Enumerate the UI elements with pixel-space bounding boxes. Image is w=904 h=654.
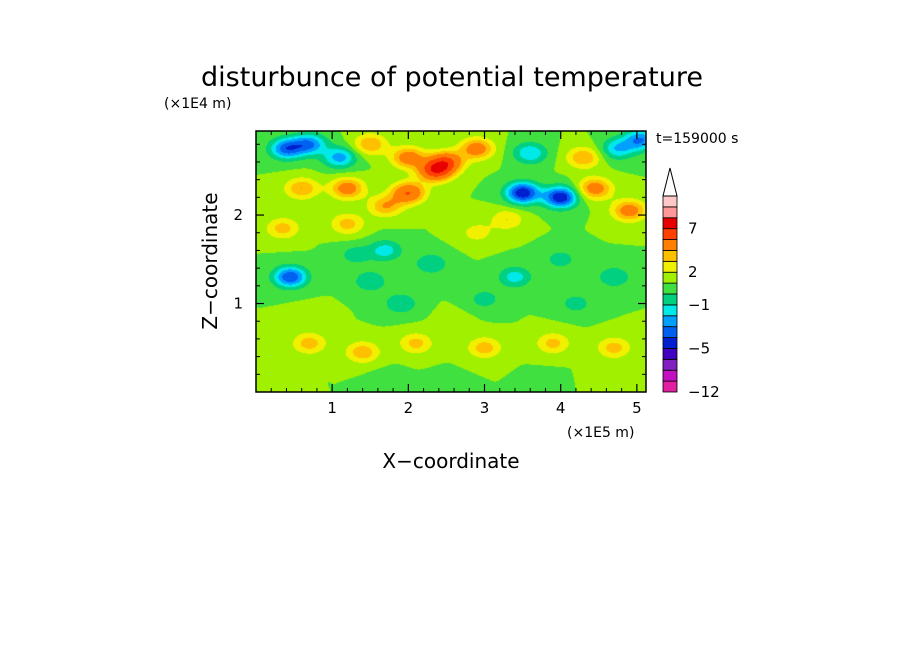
x-axis-label: X−coordinate: [382, 449, 519, 473]
colorbar-swatch: [662, 326, 678, 338]
colorbar-swatch: [662, 250, 678, 262]
colorbar-tick-label: 7: [688, 220, 698, 238]
colorbar-swatch: [662, 239, 678, 251]
colorbar-swatch: [662, 228, 678, 240]
colorbar-swatch: [662, 337, 678, 349]
colorbar-swatch: [662, 369, 678, 382]
colorbar-swatch: [662, 195, 678, 208]
y-unit-label: (×1E4 m): [164, 96, 231, 112]
x-tick-label: 2: [404, 399, 414, 417]
y-tick-label: 1: [233, 295, 243, 313]
x-tick-label: 4: [556, 399, 566, 417]
plot-frame: [255, 130, 647, 393]
contour-field: [256, 131, 646, 392]
colorbar-swatch: [662, 217, 678, 230]
colorbar-extend-arrow: [662, 167, 678, 197]
x-tick-label: 5: [632, 399, 642, 417]
colorbar-tick-label: −12: [688, 383, 720, 401]
y-axis-label: Z−coordinate: [198, 192, 222, 329]
colorbar-tick-label: −5: [688, 339, 710, 357]
x-tick-label: 3: [480, 399, 490, 417]
colorbar-swatch: [662, 282, 678, 295]
colorbar-swatch: [662, 206, 678, 219]
time-label: t=159000 s: [656, 131, 738, 147]
colorbar-swatch: [662, 304, 678, 317]
colorbar-swatch: [662, 260, 678, 273]
colorbar-tick-label: 2: [688, 263, 698, 281]
colorbar-tick-label: −1: [688, 296, 710, 314]
colorbar-swatch: [662, 380, 678, 393]
colorbar-swatch: [662, 348, 678, 360]
x-tick-label: 1: [327, 399, 337, 417]
colorbar-swatch: [662, 315, 678, 328]
colorbar-swatch: [662, 271, 678, 284]
x-unit-label: (×1E5 m): [567, 425, 634, 441]
colorbar: 7 2 −1 −5 −12: [662, 167, 720, 401]
chart-title: disturbunce of potential temperature: [201, 62, 703, 93]
colorbar-swatch: [662, 293, 678, 306]
colorbar-swatch: [662, 358, 678, 371]
plot-area: 1 2 3 4 5 1 2: [233, 130, 647, 417]
y-tick-label: 2: [233, 206, 243, 224]
